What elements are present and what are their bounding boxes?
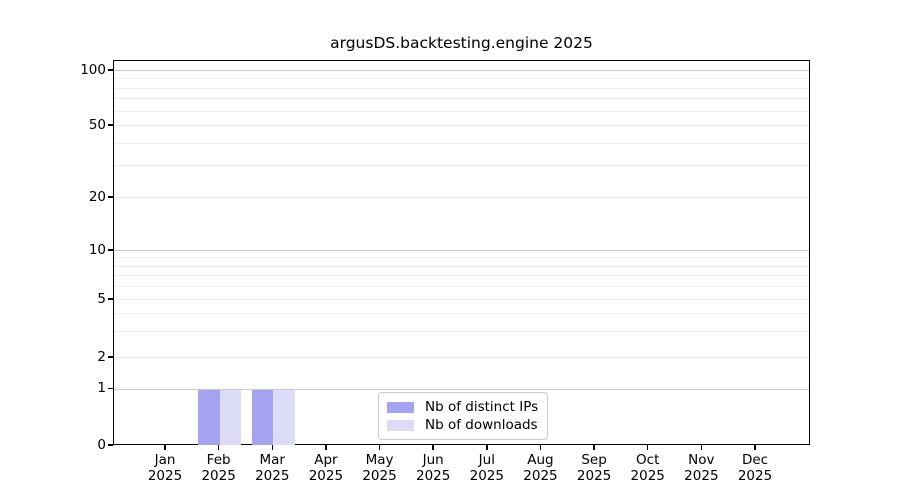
gridline-y-20 [114,197,809,198]
legend-item: Nb of downloads [387,416,539,434]
x-tick-label-jul: Jul 2025 [469,452,504,484]
bar-mar-distinct-ips [251,389,274,445]
legend-swatch-downloads [387,419,414,431]
chart-title: argusDS.backtesting.engine 2025 [330,34,593,52]
gridline-y-40 [114,142,809,144]
bar-feb-distinct-ips [198,389,220,445]
y-tick-mark-2 [108,356,113,358]
gridline-y-4 [114,313,809,315]
x-tick-mark-jun [432,445,434,450]
gridline-y-2 [114,357,809,358]
legend: Nb of distinct IPs Nb of downloads [378,392,548,440]
gridline-y-30 [114,165,809,167]
x-tick-mark-oct [647,445,649,450]
y-tick-mark-20 [108,196,113,198]
gridline-y-10 [114,250,809,251]
x-tick-mark-sep [593,445,595,450]
y-tick-label-5: 5 [97,290,106,307]
y-tick-label-1: 1 [97,380,106,396]
x-tick-label-feb: Feb 2025 [201,452,236,484]
gridline-y-8 [114,265,809,267]
x-tick-label-dec: Dec 2025 [737,452,773,484]
x-tick-label-jun: Jun 2025 [415,452,451,484]
x-tick-label-mar: Mar 2025 [255,452,290,484]
legend-label: Nb of distinct IPs [425,399,539,415]
y-tick-mark-10 [108,249,113,251]
x-tick-mark-nov [700,445,703,450]
x-tick-label-nov: Nov 2025 [684,452,719,484]
gridline-y-7 [114,275,809,277]
x-tick-mark-may [378,445,381,450]
gridline-y-70 [114,98,809,100]
x-tick-label-apr: Apr 2025 [308,452,344,484]
x-tick-mark-jul [486,445,488,450]
y-tick-label-100: 100 [80,61,106,78]
plot-area [113,60,810,445]
y-tick-mark-5 [108,298,113,300]
y-tick-mark-1 [108,387,113,390]
gridline-y-5 [114,299,809,300]
legend-label: Nb of downloads [425,417,538,433]
x-tick-label-aug: Aug 2025 [523,452,558,484]
x-tick-mark-dec [754,445,756,450]
y-tick-mark-0 [108,444,113,446]
y-tick-label-2: 2 [97,348,106,365]
gridline-y-3 [114,331,809,333]
gridline-y-100 [114,70,809,71]
x-tick-mark-feb [217,445,220,450]
legend-item: Nb of distinct IPs [387,398,539,416]
x-tick-label-oct: Oct 2025 [630,452,665,484]
x-tick-mark-mar [271,445,273,450]
gridline-y-6 [114,286,809,288]
bar-feb-downloads [219,389,242,445]
x-tick-mark-jan [164,445,166,450]
gridline-y-1 [114,388,809,390]
y-tick-label-10: 10 [88,241,106,258]
bar-mar-downloads [273,389,295,445]
gridline-y-60 [114,110,809,112]
y-tick-label-50: 50 [88,116,106,133]
gridline-y-50 [114,125,809,126]
gridline-y-9 [114,257,809,259]
y-tick-mark-50 [108,124,113,126]
x-tick-mark-apr [325,445,327,450]
gridline-y-90 [114,78,809,80]
y-tick-label-20: 20 [88,188,106,205]
y-tick-mark-100 [108,69,113,71]
y-tick-label-0: 0 [97,436,106,453]
x-tick-label-may: May 2025 [362,452,397,484]
x-tick-label-sep: Sep 2025 [576,452,612,484]
gridline-y-80 [114,87,809,89]
x-tick-label-jan: Jan 2025 [147,452,183,484]
legend-swatch-distinct-ips [387,401,414,413]
x-tick-mark-aug [539,445,542,450]
